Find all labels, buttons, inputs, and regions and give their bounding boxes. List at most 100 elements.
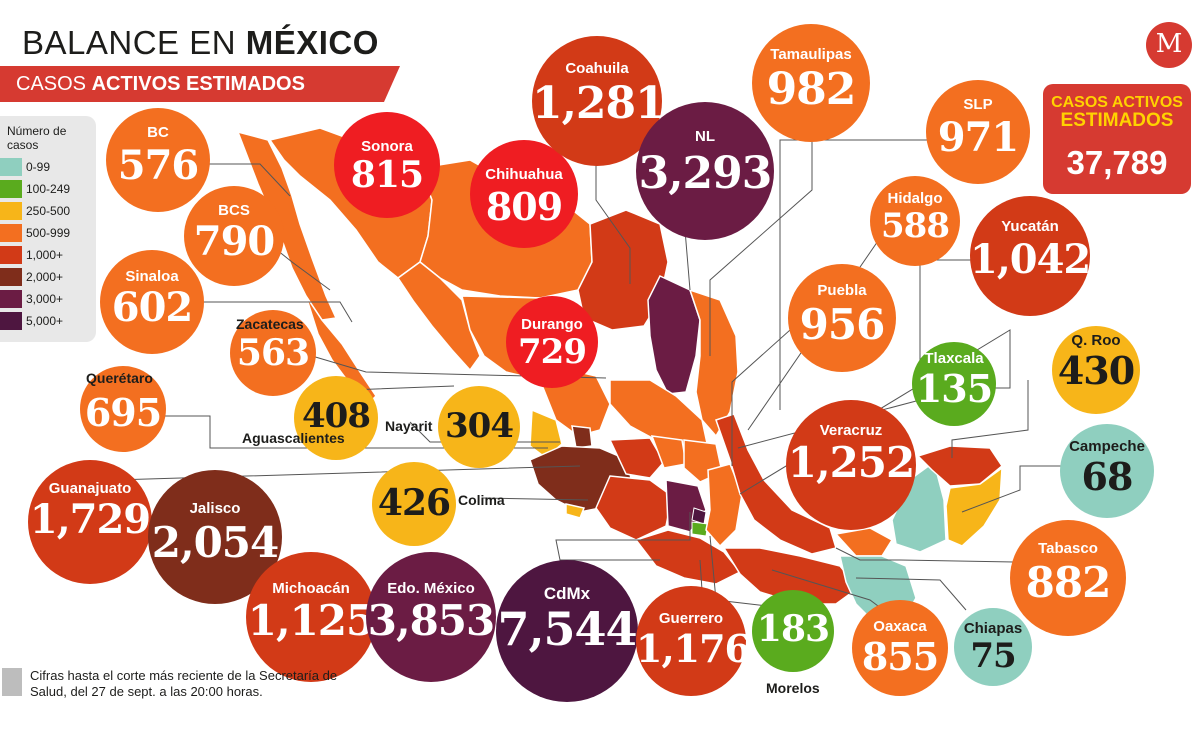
total-box [1043,84,1191,194]
state-value: 1,042 [970,236,1091,283]
legend-swatch [0,246,22,264]
bubble-hidalgo: Hidalgo 588 [870,176,960,266]
bubble-guanajuato: Guanajuato 1,729 [28,460,152,584]
state-name: SLP [963,96,993,113]
state-name: Puebla [817,282,867,299]
bubble-zacatecas: 563 [230,310,316,396]
legend-swatch [0,202,22,220]
state-name: Yucatán [1001,218,1059,235]
state-value: 563 [236,332,310,374]
label-nayarit: Nayarit [385,418,433,434]
legend-item: 0-99 [0,158,96,176]
state-value: 576 [117,142,200,189]
state-value: 1,252 [787,438,916,487]
bubble-campeche: Campeche 68 [1060,424,1154,518]
legend-swatch [0,158,22,176]
legend-swatch [0,180,22,198]
bubble-veracruz: Veracruz 1,252 [786,400,916,530]
state-name: Edo. México [387,580,475,597]
legend-label: 3,000+ [26,292,64,306]
legend-label: 5,000+ [26,314,64,328]
legend-item: 500-999 [0,224,96,242]
bubble-tabasco: Tabasco 882 [1010,520,1126,636]
state-value: 956 [799,300,886,349]
bubble-coahuila: Coahuila 1,281 [532,36,666,166]
state-value: 2,054 [151,518,280,567]
map-region-yucatan [916,445,1004,487]
bubble-nayarit: 304 [438,386,520,468]
state-value: 982 [766,64,857,115]
map-region-tamaulipas [688,288,739,438]
state-name: Guanajuato [48,480,132,497]
state-name: Q. Roo [1071,332,1121,349]
bubble-bc: BC 576 [106,108,210,212]
state-name: Jalisco [189,500,241,517]
state-value: 1,176 [636,626,751,671]
legend-item: 1,000+ [0,246,96,264]
legend-swatch [0,312,22,330]
state-name: Oaxaca [873,618,927,635]
state-name: Hidalgo [887,190,943,207]
state-value: 430 [1057,348,1135,393]
state-name: CdMx [543,584,591,603]
state-value: 135 [915,366,993,411]
state-value: 588 [881,206,950,246]
state-value: 75 [970,636,1016,676]
total-value: 37,789 [1066,144,1168,181]
bubble-morelos: 183 [752,590,834,672]
legend-item: 100-249 [0,180,96,198]
legend-label: 1,000+ [26,248,64,262]
bubble-nl: NL 3,293 [636,102,774,240]
state-value: 882 [1025,558,1112,607]
bubble-edomex: Edo. México 3,853 [366,552,496,682]
state-value: 183 [756,608,830,650]
state-name: BCS [218,202,250,219]
state-value: 1,729 [29,496,151,543]
legend-item: 2,000+ [0,268,96,286]
state-name: Michoacán [272,580,350,597]
bubble-colima: 426 [372,462,456,546]
state-value: 855 [861,634,939,679]
legend-item: 5,000+ [0,312,96,330]
milenio-logo: M [1146,22,1192,68]
total-label-line2: ESTIMADOS [1060,110,1174,131]
state-name: NL [695,128,715,145]
map-region-colima [565,503,586,519]
total-label-line1: CASOS ACTIVOS [1051,94,1183,111]
map-region-michoacan [595,475,673,541]
bubble-sinaloa: Sinaloa 602 [100,250,204,354]
bubble-tamaulipas: Tamaulipas 982 [752,24,870,142]
legend-label: 2,000+ [26,270,64,284]
state-value: 790 [193,218,276,265]
state-name: Tabasco [1038,540,1098,557]
map-region-campeche [891,460,947,553]
state-name: Coahuila [565,60,629,77]
state-name: Tlaxcala [924,350,984,367]
legend-item: 250-500 [0,202,96,220]
state-name: Sonora [361,138,413,155]
bubble-qroo: Q. Roo 430 [1052,326,1140,414]
bubble-michoacan: Michoacán 1,125 [246,552,376,682]
state-name: Tamaulipas [770,46,852,63]
state-value: 7,544 [497,602,637,656]
legend-label: 100-249 [26,182,71,196]
state-value: 408 [302,396,371,436]
bubble-aguascalientes: 408 [294,376,378,460]
map-region-tabasco [834,527,894,557]
state-value: 426 [377,482,451,524]
state-value: 1,281 [532,78,666,129]
state-value: 1,125 [247,596,376,645]
state-name: BC [147,124,169,141]
bubble-guerrero: Guerrero 1,176 [636,586,751,696]
bubble-durango: Durango 729 [506,296,598,388]
bubble-jalisco: Jalisco 2,054 [148,470,282,604]
state-name: Sinaloa [125,268,179,285]
legend-title: Número de casos [7,124,67,152]
page-title: BALANCE EN MÉXICO [22,24,379,61]
bubble-puebla: Puebla 956 [788,264,896,372]
state-value: 68 [1081,454,1134,499]
footnote-marker [2,668,22,696]
bubble-sonora: Sonora 815 [334,112,440,218]
state-value: 3,853 [367,596,496,645]
